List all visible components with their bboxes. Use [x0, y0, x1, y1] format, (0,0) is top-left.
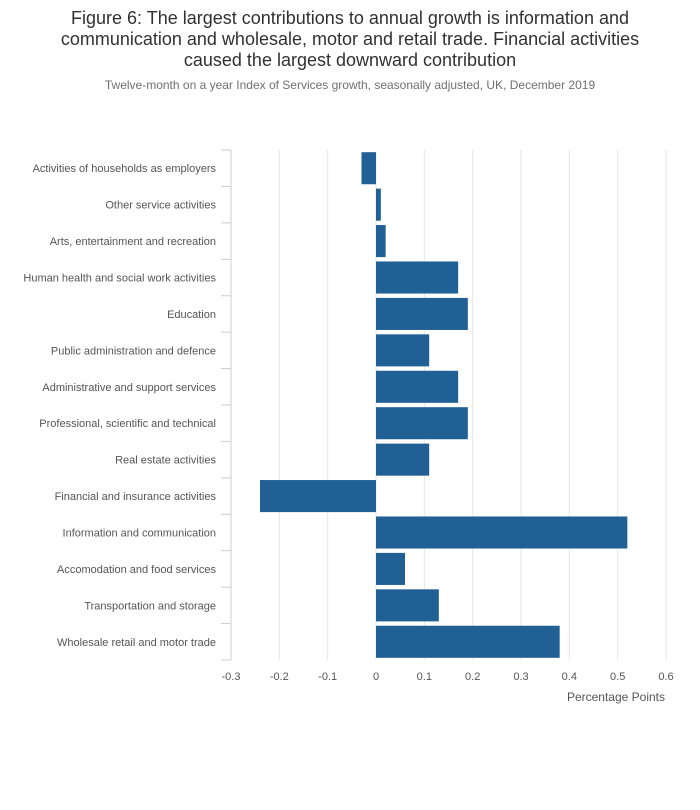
x-tick-label: 0: [373, 671, 379, 683]
x-axis-label: Percentage Points: [567, 690, 665, 704]
x-tick-label: 0.1: [417, 671, 432, 683]
chart-subtitle: Twelve-month on a year Index of Services…: [104, 78, 596, 92]
category-label: Arts, entertainment and recreation: [50, 236, 216, 248]
x-tick-label: 0.3: [513, 671, 528, 683]
x-tick-label: 0.2: [465, 671, 480, 683]
bar: [376, 370, 459, 403]
bar: [361, 152, 376, 185]
x-tick-label: -0.2: [270, 671, 289, 683]
chart-title-line: Figure 6: The largest contributions to a…: [71, 8, 629, 28]
bar: [376, 516, 628, 549]
x-tick-label: 0.4: [562, 671, 577, 683]
bar: [260, 480, 376, 513]
bar: [376, 552, 405, 585]
bar: [376, 225, 386, 258]
bar: [376, 297, 468, 330]
bar: [376, 407, 468, 440]
category-label: Transportation and storage: [84, 600, 216, 612]
category-label: Wholesale retail and motor trade: [57, 637, 216, 649]
x-tick-label: 0.5: [610, 671, 625, 683]
bar: [376, 589, 439, 622]
category-label: Real estate activities: [115, 455, 216, 467]
x-tick-label: 0.6: [658, 671, 673, 683]
x-tick-label: -0.1: [318, 671, 337, 683]
bar: [376, 334, 430, 367]
bar: [376, 261, 459, 294]
bar: [376, 443, 430, 476]
x-tick-label: -0.3: [222, 671, 241, 683]
chart-title-line: communication and wholesale, motor and r…: [60, 29, 640, 49]
category-label: Other service activities: [105, 200, 216, 212]
category-label: Professional, scientific and technical: [39, 418, 216, 430]
chart-title-line: caused the largest downward contribution: [183, 50, 517, 70]
category-label: Administrative and support services: [42, 382, 216, 394]
category-label: Education: [167, 309, 216, 321]
category-label: Information and communication: [63, 528, 216, 540]
chart-title: Figure 6: The largest contributions to a…: [0, 8, 700, 71]
category-label: Financial and insurance activities: [55, 491, 217, 503]
category-label: Public administration and defence: [51, 345, 216, 357]
bar: [376, 625, 560, 658]
category-label: Activities of households as employers: [33, 163, 217, 175]
category-label: Human health and social work activities: [23, 273, 216, 285]
bar: [376, 188, 381, 221]
category-label: Accomodation and food services: [57, 564, 216, 576]
